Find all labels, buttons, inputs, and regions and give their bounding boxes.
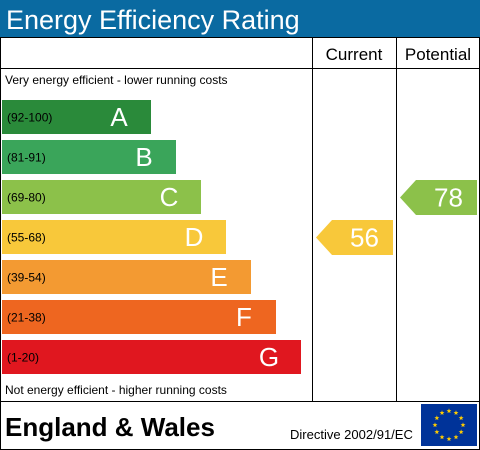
eu-flag-icon xyxy=(421,404,477,446)
eu-star xyxy=(432,422,438,428)
rating-arrows: 56 78 xyxy=(316,180,477,255)
eu-star xyxy=(434,429,440,435)
eu-star xyxy=(458,415,464,421)
band-c-range: (69-80) xyxy=(7,191,46,205)
current-rating-value: 56 xyxy=(350,223,379,253)
eu-star xyxy=(439,434,445,440)
potential-rating-value: 78 xyxy=(434,183,463,213)
scale-top-label: Very energy efficient - lower running co… xyxy=(5,73,228,87)
column-current-label: Current xyxy=(326,45,383,64)
rating-bands: (92-100) A (81-91) B (69-80) C (55-68) D (39-54)… xyxy=(2,100,301,374)
current-rating-arrow xyxy=(316,220,393,255)
eu-star xyxy=(446,436,452,442)
header-bar xyxy=(0,0,480,37)
band-b-range: (81-91) xyxy=(7,151,46,165)
column-potential-label: Potential xyxy=(405,45,471,64)
band-e-letter: E xyxy=(210,262,227,292)
band-d-letter: D xyxy=(185,222,204,252)
header-title: Energy Efficiency Rating xyxy=(6,5,300,35)
band-f-letter: F xyxy=(236,302,252,332)
band-b-letter: B xyxy=(135,142,152,172)
eu-star xyxy=(453,410,459,415)
eu-star xyxy=(434,415,440,421)
band-c-letter: C xyxy=(160,182,179,212)
band-e-bar xyxy=(2,260,251,294)
band-f-bar xyxy=(2,300,276,334)
band-f-range: (21-38) xyxy=(7,311,46,325)
band-e-range: (39-54) xyxy=(7,271,46,285)
band-c-bar xyxy=(2,180,201,214)
band-g-range: (1-20) xyxy=(7,351,39,365)
eu-star xyxy=(439,410,445,415)
band-d-range: (55-68) xyxy=(7,231,46,245)
potential-rating-arrow xyxy=(400,180,477,215)
eu-star xyxy=(458,429,464,435)
band-b-bar xyxy=(2,140,176,174)
footer-region: England & Wales xyxy=(5,412,215,442)
band-a-bar xyxy=(2,100,151,134)
band-g-letter: G xyxy=(259,342,279,372)
band-d-bar xyxy=(2,220,226,254)
band-a-letter: A xyxy=(110,102,128,132)
eu-star xyxy=(446,408,452,414)
band-a-range: (92-100) xyxy=(7,111,52,125)
band-g-bar xyxy=(2,340,301,374)
footer-directive: Directive 2002/91/EC xyxy=(290,427,413,442)
eu-star xyxy=(453,434,459,440)
scale-bottom-label: Not energy efficient - higher running co… xyxy=(5,383,227,397)
eu-star xyxy=(460,422,466,428)
